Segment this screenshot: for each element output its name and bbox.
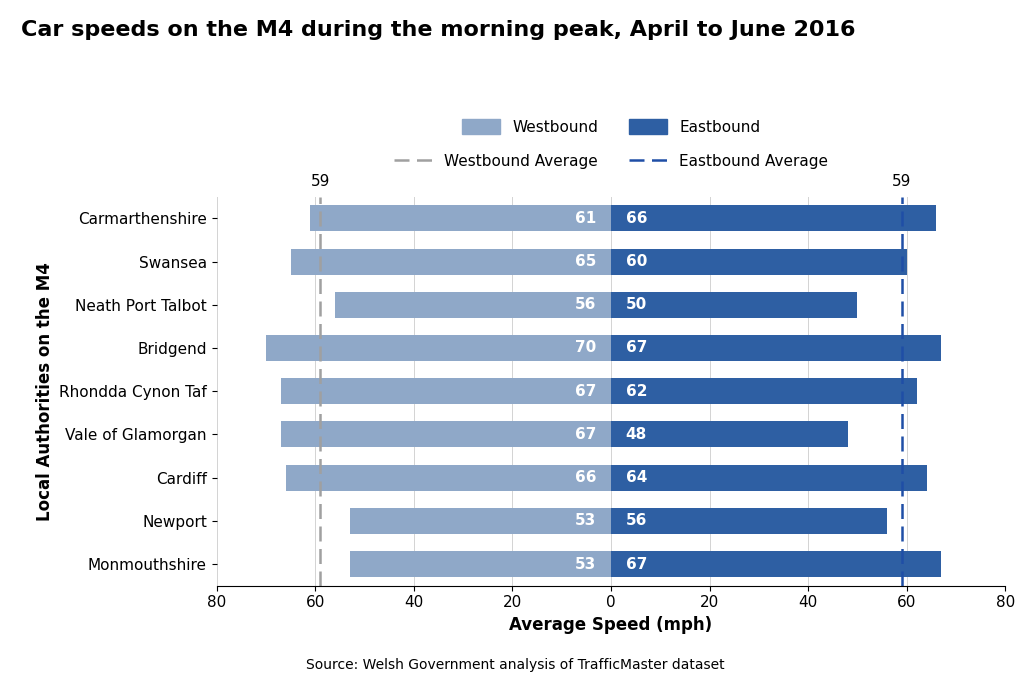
Text: 64: 64 — [626, 470, 647, 485]
Text: 53: 53 — [575, 556, 596, 572]
Bar — [281, 421, 611, 448]
Text: Car speeds on the M4 during the morning peak, April to June 2016: Car speeds on the M4 during the morning … — [21, 20, 855, 41]
Bar — [281, 379, 611, 404]
Text: 50: 50 — [626, 297, 647, 312]
Text: 66: 66 — [575, 470, 596, 485]
Bar — [611, 551, 941, 577]
Bar — [611, 379, 917, 404]
Bar — [350, 551, 611, 577]
Text: 67: 67 — [575, 427, 596, 442]
Bar — [611, 508, 887, 534]
Bar — [611, 206, 936, 231]
Text: 66: 66 — [626, 211, 647, 226]
Bar — [290, 249, 611, 274]
Bar — [611, 421, 848, 448]
Bar — [611, 249, 906, 274]
Text: 67: 67 — [626, 341, 647, 356]
Text: 67: 67 — [575, 384, 596, 399]
Text: 61: 61 — [575, 211, 596, 226]
Bar — [350, 508, 611, 534]
Y-axis label: Local Authorities on the M4: Local Authorities on the M4 — [36, 262, 54, 521]
Text: 62: 62 — [626, 384, 647, 399]
Text: 65: 65 — [575, 254, 596, 269]
Legend: Westbound Average, Eastbound Average: Westbound Average, Eastbound Average — [393, 153, 828, 169]
Text: 56: 56 — [626, 513, 647, 529]
Bar — [611, 464, 927, 491]
Text: 70: 70 — [575, 341, 596, 356]
Bar — [611, 292, 858, 318]
Text: 60: 60 — [626, 254, 647, 269]
Text: 59: 59 — [892, 174, 912, 189]
Text: 67: 67 — [626, 556, 647, 572]
Bar — [335, 292, 611, 318]
Text: 48: 48 — [626, 427, 647, 442]
Text: Source: Welsh Government analysis of TrafficMaster dataset: Source: Welsh Government analysis of Tra… — [306, 658, 724, 672]
Text: 56: 56 — [575, 297, 596, 312]
Text: 59: 59 — [310, 174, 330, 189]
X-axis label: Average Speed (mph): Average Speed (mph) — [510, 616, 713, 634]
Bar — [266, 335, 611, 361]
Bar — [611, 335, 941, 361]
Bar — [285, 464, 611, 491]
Bar — [310, 206, 611, 231]
Text: 53: 53 — [575, 513, 596, 529]
